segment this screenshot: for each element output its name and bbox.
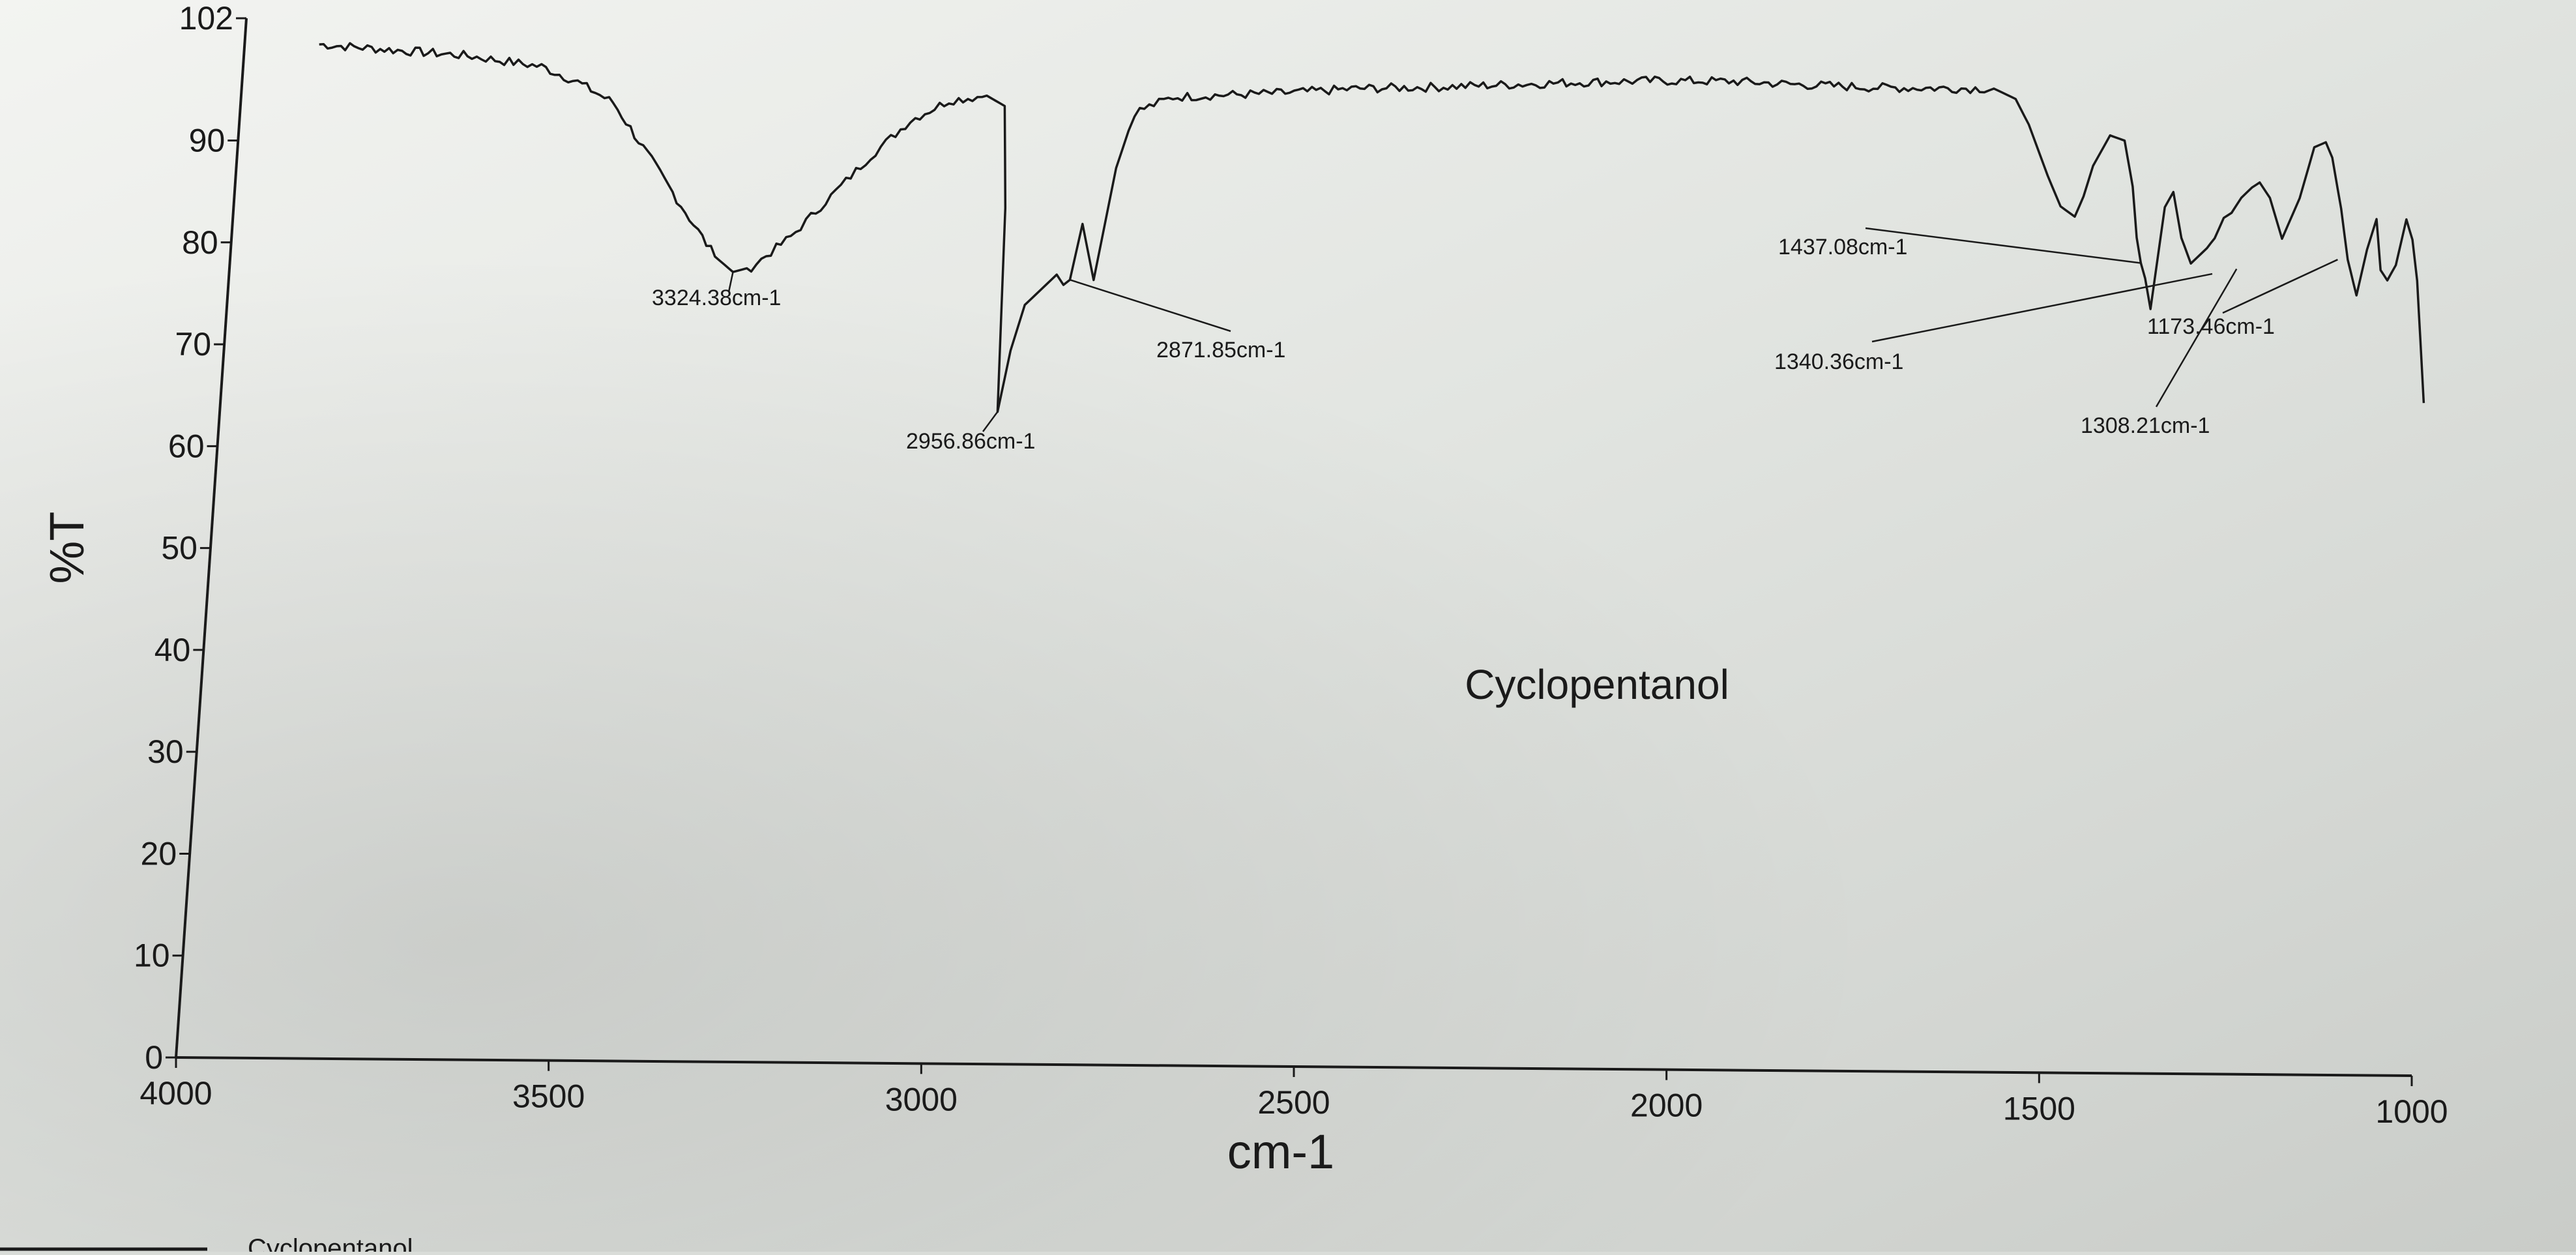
annotation-leader — [1871, 273, 2213, 343]
annotation-leader — [1070, 279, 1231, 332]
peak-annotations: 3324.38cm-1 2956.86cm-1 2871.85cm-1 1437.08… — [652, 227, 2338, 454]
y-axis-line — [175, 18, 248, 1058]
y-tick-label: 20 — [141, 835, 177, 872]
peak-annotation-label: 1437.08cm-1 — [1778, 235, 1907, 259]
x-tick-label: 3500 — [512, 1078, 585, 1115]
y-tick-label: 10 — [134, 938, 170, 974]
x-tick-label: 4000 — [139, 1075, 212, 1112]
annotation-leader — [2222, 259, 2338, 314]
y-tick-label: 90 — [189, 123, 226, 159]
x-tick-label: 1000 — [2375, 1093, 2448, 1130]
compound-label: Cyclopentanol — [1465, 661, 1729, 708]
y-tick-label: 50 — [161, 530, 198, 567]
peak-annotation-label: 2956.86cm-1 — [906, 429, 1035, 454]
y-tick-label: 70 — [175, 326, 211, 362]
y-tick-label: 40 — [154, 632, 191, 668]
y-tick-label: 80 — [182, 224, 218, 261]
y-tick-label: 0 — [145, 1039, 163, 1076]
y-tick-label: 60 — [168, 428, 205, 464]
x-tick-label: 2000 — [1630, 1087, 1703, 1124]
y-tick-label: 102 — [179, 0, 233, 37]
annotation-leader — [2155, 268, 2238, 407]
peak-annotation-label: 1173.46cm-1 — [2147, 314, 2275, 339]
peak-annotation-label: 3324.38cm-1 — [652, 286, 781, 310]
y-axis-title: %T — [40, 512, 94, 584]
y-ticks: 0 10 20 30 40 50 60 70 80 90 102 — [134, 0, 246, 1076]
x-tick-label: 3000 — [885, 1081, 958, 1117]
spectrum-line — [319, 42, 2425, 413]
peak-annotation-label: 1308.21cm-1 — [2081, 413, 2210, 438]
peak-annotation-label: 2871.85cm-1 — [1156, 338, 1285, 362]
legend-label: Cyclopentanol — [248, 1234, 413, 1252]
y-tick-label: 30 — [147, 733, 184, 770]
peak-annotation-label: 1340.36cm-1 — [1774, 349, 1903, 374]
annotation-leader — [727, 271, 734, 293]
x-axis-title: cm-1 — [1227, 1125, 1334, 1179]
annotation-leader — [1865, 227, 2141, 264]
x-ticks: 4000 3500 3000 2500 2000 1500 1000 — [139, 1057, 2448, 1130]
annotation-leader — [982, 411, 999, 432]
x-tick-label: 2500 — [1257, 1084, 1330, 1121]
x-tick-label: 1500 — [2003, 1090, 2075, 1127]
